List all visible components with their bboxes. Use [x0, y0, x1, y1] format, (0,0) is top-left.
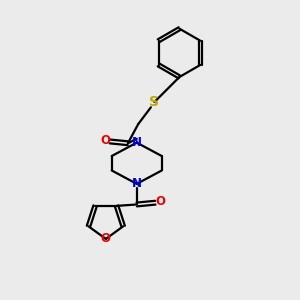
Text: N: N	[132, 136, 142, 149]
Text: S: S	[149, 95, 159, 109]
Text: O: O	[100, 134, 110, 147]
Text: O: O	[155, 195, 165, 208]
Text: N: N	[132, 177, 142, 190]
Text: O: O	[101, 232, 111, 245]
